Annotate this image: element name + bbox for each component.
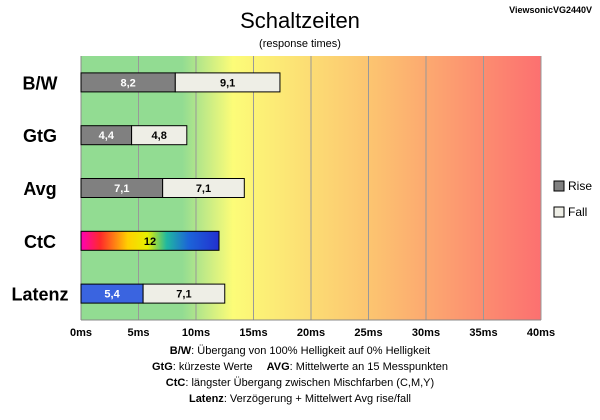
legend-label-fall: Fall <box>568 205 587 219</box>
x-tick-label: 20ms <box>297 327 325 339</box>
bar-ctc <box>80 230 220 251</box>
x-tick-label: 25ms <box>354 327 382 339</box>
note-latenz: Latenz: Verzögerung + Mittelwert Avg ris… <box>189 393 411 405</box>
legend: Rise Fall <box>553 179 592 219</box>
bar-fall <box>131 125 188 146</box>
bar-label-fall: 7,1 <box>196 183 211 195</box>
category-label: GtG <box>23 126 57 146</box>
bars: 8,2 9,1 4,4 4,8 7,1 7,1 12 5,4 7,1 <box>80 72 281 304</box>
x-tick-label: 30ms <box>412 327 440 339</box>
x-axis: 0ms 5ms 10ms 15ms 20ms 25ms 30ms 35ms 40ms <box>70 56 555 339</box>
bar-label-rise: 7,1 <box>114 183 129 195</box>
legend-swatch-fall <box>553 206 565 218</box>
bar-label-rise: 5,4 <box>104 289 120 301</box>
bar-label-rise: 8,2 <box>121 77 136 89</box>
chart-title: Schaltzeiten <box>240 8 360 33</box>
legend-label-rise: Rise <box>568 179 592 193</box>
bar-label-rise: 4,4 <box>99 130 115 142</box>
note-ctc: CtC: längster Übergang zwischen Mischfar… <box>166 377 434 389</box>
x-tick-label: 40ms <box>527 327 555 339</box>
category-label: Avg <box>23 179 56 199</box>
category-label: CtC <box>24 232 56 252</box>
brand-label: ViewsonicVG2440V <box>509 5 592 15</box>
x-tick-label: 35ms <box>469 327 497 339</box>
note-gtg-avg: GtG: kürzeste Werte AVG: Mittelwerte an 1… <box>152 361 448 373</box>
bar-label-fall: 7,1 <box>176 289 191 301</box>
bar-label-fall: 9,1 <box>220 77 235 89</box>
bar-fall <box>142 283 226 304</box>
category-labels: B/W GtG Avg CtC Latenz <box>11 73 68 304</box>
notes: B/W: Übergang von 100% Helligkeit auf 0%… <box>152 345 448 405</box>
chart-subtitle: (response times) <box>259 38 341 50</box>
bar-label-fall: 4,8 <box>152 130 167 142</box>
legend-swatch-rise <box>553 180 565 192</box>
x-tick-label: 10ms <box>182 327 210 339</box>
x-tick-label: 5ms <box>127 327 149 339</box>
x-tick-label: 15ms <box>239 327 267 339</box>
bar-label-ctc: 12 <box>144 236 156 248</box>
category-label: B/W <box>23 73 58 93</box>
note-bw: B/W: Übergang von 100% Helligkeit auf 0%… <box>170 345 430 357</box>
bar-fall <box>174 72 281 93</box>
bar-fall <box>162 178 245 198</box>
x-tick-label: 0ms <box>70 327 92 339</box>
category-label: Latenz <box>11 285 68 305</box>
